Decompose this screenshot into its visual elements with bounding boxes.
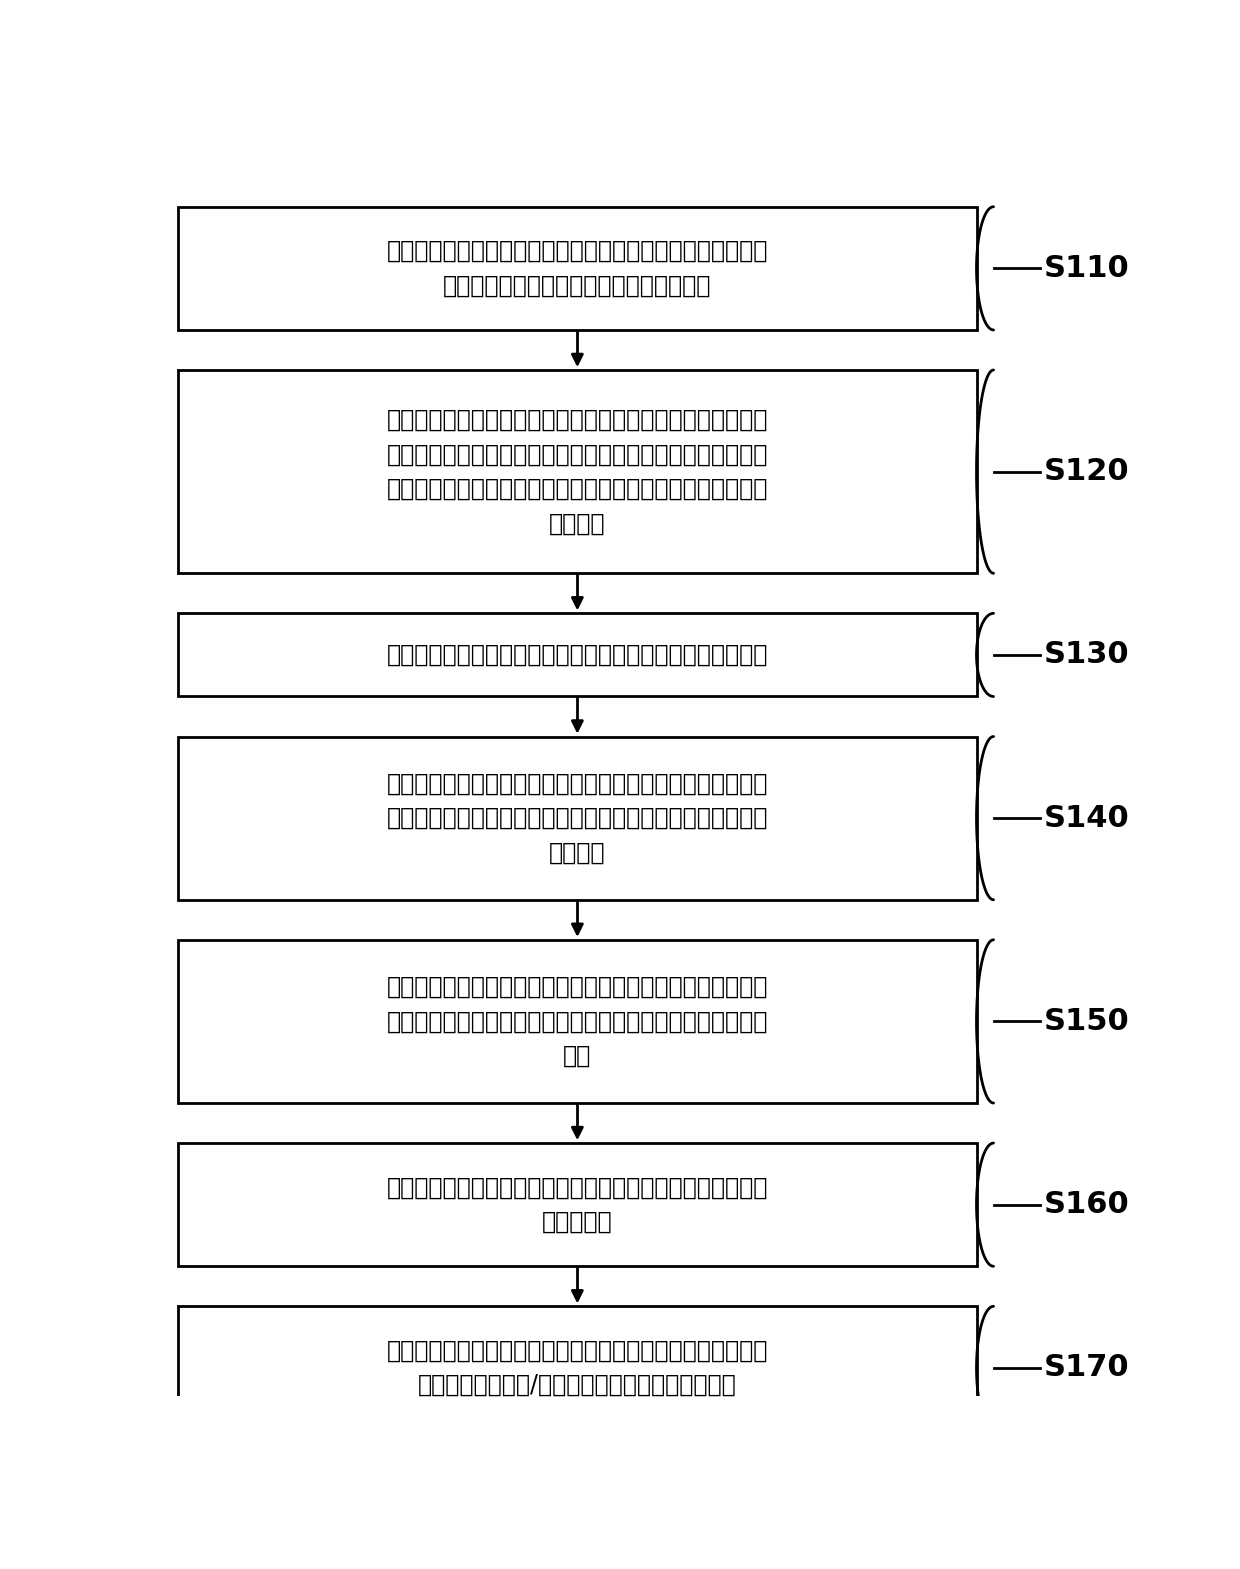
Text: S110: S110 bbox=[1044, 254, 1130, 282]
Text: 根据推挽放大电路的预设放大倍数和输入波形数组确定标准输
出波形数组: 根据推挽放大电路的预设放大倍数和输入波形数组确定标准输 出波形数组 bbox=[387, 1175, 768, 1233]
Text: 根据第一输入波形数组或第二输入波形数组，以及实际输出波
形数组，确定与实际输出波形同相的输入波形对应的输入波形
数组: 根据第一输入波形数组或第二输入波形数组，以及实际输出波 形数组，确定与实际输出波… bbox=[387, 974, 768, 1068]
Text: 获取推挽放大电路的第一输入波形和第二输入波形，其中第一
输入波形和第二输入波形反相并且幅值相等: 获取推挽放大电路的第一输入波形和第二输入波形，其中第一 输入波形和第二输入波形反… bbox=[387, 238, 768, 298]
Text: 获取第一推挽臂和第二推挽臂合并输出的完整的实际输出波形: 获取第一推挽臂和第二推挽臂合并输出的完整的实际输出波形 bbox=[387, 643, 768, 667]
Text: 根据预设的第一直流偏置值和第二直流偏置值，分别控制第一
输入波形和第二输入波形的直流偏置，以使偏置后的第一输入
波形和第二输入波形分别输入推挽放大电路的第一推挽: 根据预设的第一直流偏置值和第二直流偏置值，分别控制第一 输入波形和第二输入波形的… bbox=[387, 408, 768, 535]
Text: S140: S140 bbox=[1044, 803, 1130, 833]
Text: S160: S160 bbox=[1044, 1191, 1130, 1219]
Text: S150: S150 bbox=[1044, 1007, 1130, 1036]
Bar bbox=[179, 207, 977, 329]
Bar bbox=[179, 613, 977, 697]
Text: 根据实际输出波形数组和标准输出波形数组之间的差距，调整
第一直流偏置值和/或第二直流偏置值，以消除差距: 根据实际输出波形数组和标准输出波形数组之间的差距，调整 第一直流偏置值和/或第二… bbox=[387, 1338, 768, 1396]
Text: S130: S130 bbox=[1044, 640, 1130, 670]
Bar bbox=[179, 940, 977, 1103]
Text: 对实际输出波形、第一输入波形和第二输入波形进行采样，并
确定对应的实际输出波形数组、第一输入波形数组和第二输入
波形数组: 对实际输出波形、第一输入波形和第二输入波形进行采样，并 确定对应的实际输出波形数… bbox=[387, 772, 768, 865]
Bar bbox=[179, 370, 977, 573]
Bar bbox=[179, 1307, 977, 1429]
Text: S170: S170 bbox=[1044, 1354, 1130, 1382]
Bar bbox=[179, 736, 977, 899]
Bar bbox=[179, 1144, 977, 1266]
Text: S120: S120 bbox=[1044, 457, 1130, 486]
